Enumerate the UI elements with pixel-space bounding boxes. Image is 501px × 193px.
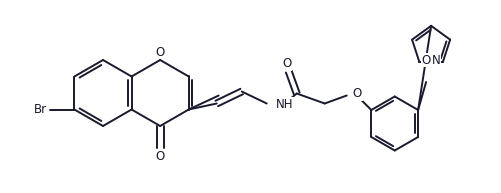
Text: N: N <box>431 53 439 67</box>
Text: NH: NH <box>275 98 293 111</box>
Text: Br: Br <box>34 103 47 116</box>
Text: O: O <box>421 53 430 67</box>
Text: O: O <box>155 151 164 163</box>
Text: O: O <box>352 87 361 100</box>
Text: O: O <box>155 46 164 58</box>
Text: O: O <box>282 57 291 70</box>
